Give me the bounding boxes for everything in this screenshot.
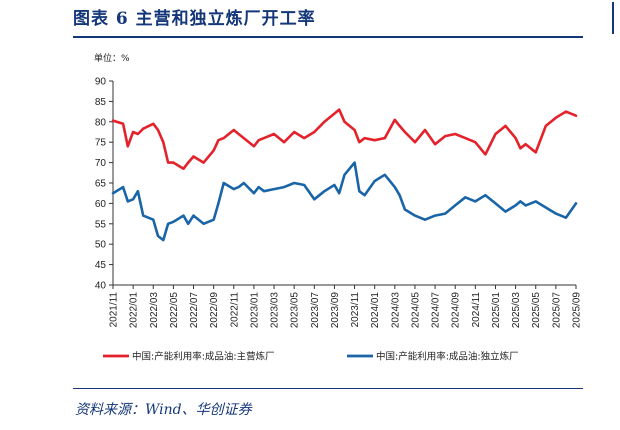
x-tick-label: 2024/05 <box>410 292 421 329</box>
x-tick-label: 2024/11 <box>471 292 482 328</box>
x-tick-label: 2025/01 <box>491 292 502 329</box>
x-tick-label: 2025/05 <box>531 292 542 329</box>
y-tick-label: 90 <box>95 77 107 88</box>
x-tick-label: 2022/07 <box>189 292 200 329</box>
footer-rule <box>73 388 583 389</box>
x-tick-label: 2022/11 <box>229 292 240 328</box>
x-tick-label: 2023/01 <box>249 292 260 329</box>
x-tick-label: 2023/09 <box>330 292 341 329</box>
y-tick-label: 60 <box>95 199 107 210</box>
adjacent-panel-edge <box>612 2 620 34</box>
series-line-2 <box>111 161 578 242</box>
x-tick-label: 2024/03 <box>390 292 401 329</box>
y-tick-label: 75 <box>95 138 107 149</box>
title-rule <box>73 36 583 38</box>
x-tick-label: 2023/07 <box>310 292 321 329</box>
legend-label-1: 中国:产能利用率:成品油:主营炼厂 <box>132 351 275 363</box>
series-line-1 <box>111 108 578 170</box>
x-tick-label: 2024/09 <box>451 292 462 329</box>
chart-axes: 40 45 50 55 60 65 70 75 80 85 90 2021/11 2022/01 2022… <box>95 77 583 329</box>
x-tick-label: 2023/11 <box>350 292 361 328</box>
x-tick-label: 2025/09 <box>572 292 583 329</box>
series-layer <box>111 108 578 242</box>
y-tick-label: 70 <box>95 158 107 169</box>
unit-label: 单位：% <box>94 54 130 64</box>
y-tick-label: 55 <box>95 219 107 230</box>
x-tick-label: 2023/03 <box>270 292 281 329</box>
x-tick-label: 2022/05 <box>169 292 180 329</box>
x-tick-label: 2021/11 <box>109 292 120 328</box>
y-tick-label: 40 <box>95 281 107 292</box>
legend-label-2: 中国:产能利用率:成品油:独立炼厂 <box>376 351 519 363</box>
x-tick-label: 2025/03 <box>511 292 522 329</box>
y-tick-label: 50 <box>95 240 107 251</box>
x-tick-label: 2022/01 <box>129 292 140 329</box>
x-tick-label: 2022/09 <box>209 292 220 329</box>
x-tick-label: 2024/07 <box>431 292 442 329</box>
x-tick-label: 2023/05 <box>290 292 301 329</box>
chart-legend: 中国:产能利用率:成品油:主营炼厂 中国:产能利用率:成品油:独立炼厂 <box>103 351 519 363</box>
y-tick-label: 85 <box>95 97 107 108</box>
y-tick-label: 80 <box>95 117 107 128</box>
x-tick-label: 2024/01 <box>370 292 381 329</box>
y-tick-label: 65 <box>95 179 107 190</box>
source-note: 资料来源：Wind、华创证券 <box>75 402 252 418</box>
chart-title: 图表 6 主营和独立炼厂开工率 <box>73 9 316 29</box>
x-tick-label: 2022/03 <box>149 292 160 329</box>
y-tick-label: 45 <box>95 260 107 271</box>
x-tick-label: 2025/07 <box>551 292 562 329</box>
